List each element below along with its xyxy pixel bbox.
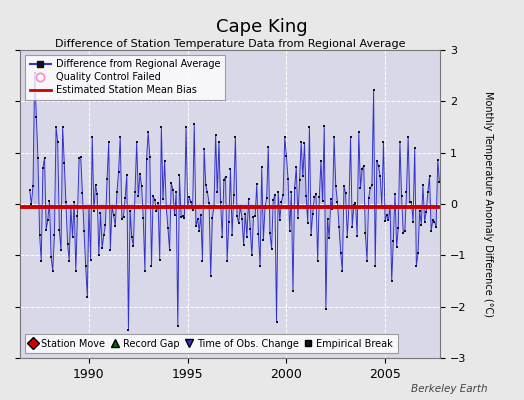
- Text: Cape King: Cape King: [216, 18, 308, 36]
- Legend: Station Move, Record Gap, Time of Obs. Change, Empirical Break: Station Move, Record Gap, Time of Obs. C…: [25, 334, 398, 354]
- Y-axis label: Monthly Temperature Anomaly Difference (°C): Monthly Temperature Anomaly Difference (…: [483, 91, 493, 317]
- Text: Berkeley Earth: Berkeley Earth: [411, 384, 487, 394]
- Title: Difference of Station Temperature Data from Regional Average: Difference of Station Temperature Data f…: [55, 39, 406, 49]
